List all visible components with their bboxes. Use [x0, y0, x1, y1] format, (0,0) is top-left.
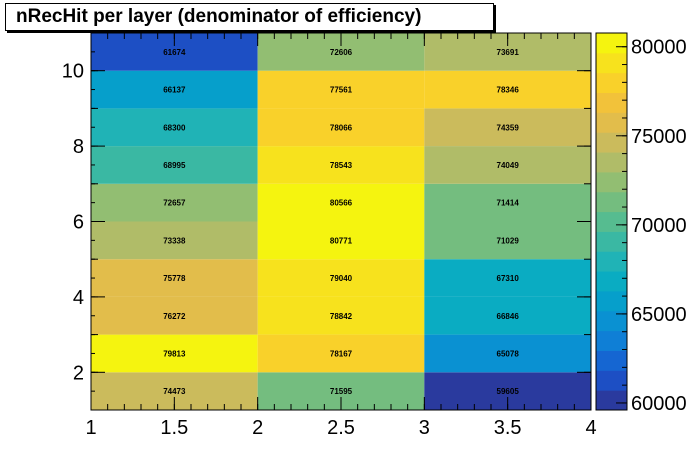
heatmap-cell [257, 146, 425, 184]
cell-value-label: 74049 [497, 161, 520, 170]
cell-value-label: 71595 [330, 387, 353, 396]
heatmap-cell [424, 146, 591, 184]
cell-value-label: 78346 [497, 86, 520, 95]
x-tick-label: 3.5 [494, 417, 522, 439]
heatmap-cell [91, 259, 258, 297]
cell-value-label: 75778 [163, 274, 186, 283]
heatmap-cell [257, 334, 425, 373]
cell-value-label: 66846 [497, 312, 520, 321]
x-tick-label: 1.5 [160, 417, 188, 439]
cell-value-label: 79040 [330, 274, 353, 283]
cell-value-label: 66137 [163, 86, 186, 95]
colorbar-band [596, 92, 627, 113]
x-tick-label: 4 [585, 417, 596, 439]
cell-value-label: 68995 [163, 161, 186, 170]
cell-value-label: 72657 [163, 199, 186, 208]
heatmap-cell [91, 296, 258, 335]
heatmap-cell [257, 108, 425, 147]
cell-value-label: 78066 [330, 123, 353, 132]
cell-value-label: 71029 [497, 236, 520, 245]
colorbar-band [596, 72, 627, 94]
heatmap-cell [424, 70, 591, 109]
colorbar-band [596, 191, 627, 213]
y-tick-label: 6 [73, 212, 84, 234]
cell-value-label: 61674 [163, 48, 186, 57]
colorbar-tick-label: 65000 [631, 304, 687, 326]
heatmap-cell [257, 296, 425, 335]
cell-value-label: 72606 [330, 48, 353, 57]
heatmap-cell [257, 221, 425, 260]
cell-value-label: 76272 [163, 312, 186, 321]
chart-title: nRecHit per layer (denominator of effici… [5, 3, 494, 31]
colorbar-band [596, 211, 627, 232]
cell-value-label: 71414 [497, 199, 520, 208]
colorbar-band [596, 271, 627, 292]
colorbar-tick-label: 75000 [631, 126, 687, 148]
colorbar-band [596, 132, 627, 153]
cell-value-label: 80566 [330, 199, 353, 208]
y-tick-label: 8 [73, 136, 84, 158]
colorbar-band [596, 171, 627, 193]
colorbar-band [596, 350, 627, 371]
cell-value-label: 79813 [163, 349, 186, 358]
heatmap-cell [257, 183, 425, 222]
cell-value-label: 67310 [497, 274, 520, 283]
heatmap-cell [424, 334, 591, 373]
colorbar-tick-label: 80000 [631, 37, 687, 59]
cell-value-label: 78842 [330, 312, 353, 321]
heatmap-cell [91, 108, 258, 147]
cell-value-label: 73691 [497, 48, 520, 57]
colorbar-band [596, 231, 627, 252]
heatmap-cell [424, 259, 591, 297]
colorbar-band [596, 112, 627, 133]
colorbar-band [596, 52, 627, 74]
heatmap-cell [91, 183, 258, 222]
colorbar-tick-label: 60000 [631, 393, 687, 415]
cell-value-label: 74473 [163, 387, 186, 396]
y-tick-label: 2 [73, 362, 84, 384]
cell-value-label: 59605 [497, 387, 520, 396]
heatmap-cell [257, 70, 425, 109]
colorbar-band [596, 370, 627, 391]
colorbar-band [596, 33, 627, 54]
x-tick-label: 2.5 [327, 417, 355, 439]
cell-value-label: 77561 [330, 86, 353, 95]
heatmap-cell [91, 221, 258, 260]
heatmap-cell [91, 146, 258, 184]
colorbar-band [596, 290, 627, 312]
heatmap-cell [424, 221, 591, 260]
heatmap-cell [424, 183, 591, 222]
cell-value-label: 80771 [330, 236, 353, 245]
cell-value-label: 74359 [497, 123, 520, 132]
cell-value-label: 78543 [330, 161, 353, 170]
heatmap-cell [257, 259, 425, 297]
colorbar-band [596, 330, 627, 351]
colorbar-tick-label: 70000 [631, 215, 687, 237]
cell-value-label: 78167 [330, 349, 353, 358]
cell-value-label: 65078 [497, 349, 520, 358]
x-tick-label: 2 [252, 417, 263, 439]
x-tick-label: 3 [419, 417, 430, 439]
heatmap-cell [91, 334, 258, 373]
cell-value-label: 68300 [163, 123, 186, 132]
colorbar-band [596, 390, 627, 411]
x-tick-label: 1 [85, 417, 96, 439]
heatmap-cell [424, 108, 591, 147]
heatmap-cell [424, 296, 591, 335]
cell-value-label: 73338 [163, 236, 186, 245]
colorbar-band [596, 152, 627, 173]
y-tick-label: 10 [62, 61, 84, 83]
heatmap-cell [91, 70, 258, 109]
colorbar-band [596, 310, 627, 332]
colorbar-band [596, 251, 627, 272]
y-tick-label: 4 [73, 287, 84, 309]
colorbar-frame [595, 32, 628, 411]
